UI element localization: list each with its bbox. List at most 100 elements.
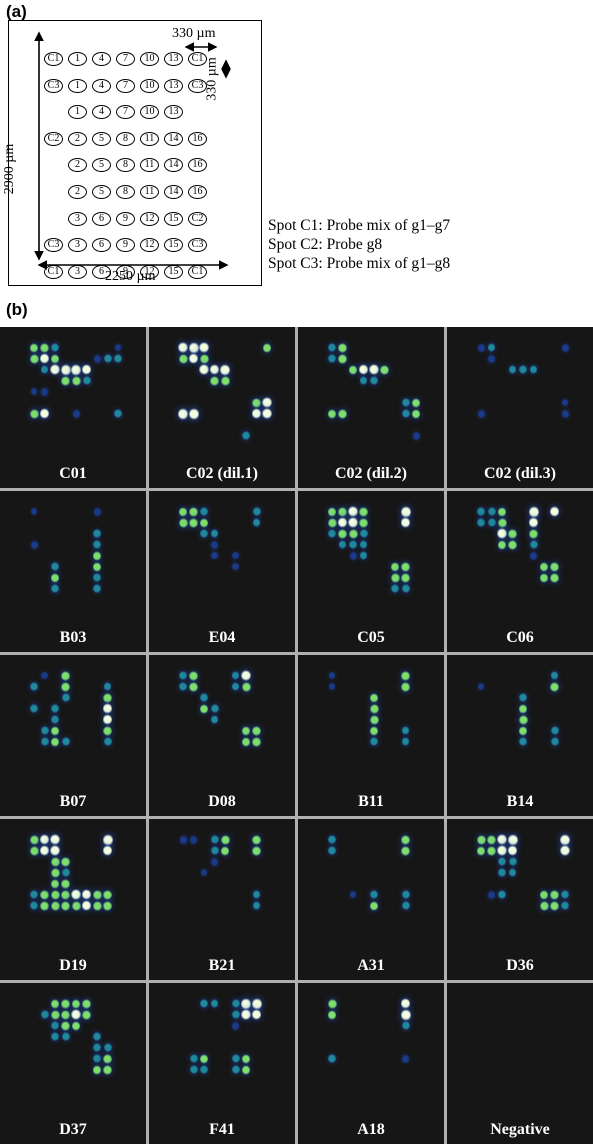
fluorescence-spot (401, 834, 410, 845)
fluorescence-spot (178, 353, 188, 364)
fluorescence-spot (327, 998, 337, 1009)
fluorescence-spot (251, 1009, 262, 1021)
fluorescence-spot (50, 353, 60, 364)
fluorescence-spot (40, 342, 49, 353)
microarray-image: B03 (0, 491, 146, 652)
fluorescence-spot (519, 365, 527, 375)
schematic-spot: 3 (68, 238, 87, 253)
fluorescence-spot (50, 834, 60, 846)
fluorescence-spot (40, 726, 49, 736)
schematic-spot: 4 (92, 105, 111, 120)
fluorescence-spot (252, 725, 261, 736)
schematic-spot: 2 (68, 131, 87, 146)
fluorescence-spot (210, 375, 219, 386)
fluorescence-spot (328, 343, 336, 353)
fluorescence-spot (50, 1009, 60, 1020)
fluorescence-spot (348, 528, 358, 539)
fluorescence-spot (40, 1010, 49, 1020)
fluorescence-spot (220, 834, 230, 845)
fluorescence-spot (476, 845, 486, 856)
spacing-h-label: 330 µm (172, 26, 216, 41)
fluorescence-spot (400, 506, 411, 518)
microarray-image: C01 (0, 327, 146, 488)
fluorescence-spot (189, 1065, 198, 1075)
fluorescence-spot (61, 737, 70, 747)
fluorescence-spot (92, 900, 102, 911)
fluorescence-spot (178, 517, 188, 528)
fluorescence-spot (487, 518, 496, 528)
fluorescence-spot (114, 343, 122, 352)
fluorescence-spot (401, 845, 410, 856)
fluorescence-spot (519, 693, 527, 703)
schematic-spot: 11 (140, 158, 159, 173)
fluorescence-spot (210, 715, 219, 724)
fluorescence-spot (29, 408, 39, 419)
legend-c3: Spot C3: Probe mix of g1–g8 (268, 255, 451, 272)
fluorescence-spot (328, 529, 336, 539)
fluorescence-spot (328, 354, 336, 364)
fluorescence-spot (561, 398, 569, 407)
fluorescence-spot (102, 714, 113, 726)
fluorescence-spot (402, 1054, 409, 1063)
fluorescence-spot (189, 681, 198, 692)
microarray-image: D08 (149, 655, 295, 816)
schematic-spot: C2 (44, 131, 63, 146)
fluorescence-spot (61, 1032, 70, 1042)
fluorescence-spot (262, 342, 272, 353)
schematic-spot: C1 (188, 52, 207, 66)
fluorescence-spot (102, 845, 113, 857)
fluorescence-spot (560, 845, 570, 857)
fluorescence-spot (61, 868, 70, 878)
fluorescence-spot (401, 572, 410, 583)
fluorescence-spot (200, 868, 208, 877)
fluorescence-spot (370, 376, 378, 386)
schematic-spot: 14 (164, 131, 183, 146)
fluorescence-spot (93, 529, 101, 538)
fluorescence-spot (529, 365, 538, 374)
fluorescence-spot (497, 517, 507, 528)
fluorescence-spot (114, 409, 122, 418)
fluorescence-spot (210, 846, 219, 856)
fluorescence-spot (477, 507, 485, 516)
fluorescence-spot (359, 540, 368, 549)
fluorescence-spot (369, 703, 379, 714)
fluorescence-spot (338, 506, 347, 517)
fluorescence-spot (114, 354, 122, 363)
fluorescence-spot (529, 540, 538, 550)
image-label: C02 (dil.1) (186, 465, 258, 482)
schematic-spot: 13 (164, 52, 183, 66)
fluorescence-spot (539, 572, 549, 583)
fluorescence-spot (560, 834, 570, 846)
fluorescence-spot (348, 364, 358, 375)
schematic-spot: 6 (92, 238, 111, 253)
schematic-spot: 8 (116, 158, 135, 173)
fluorescence-spot (200, 507, 208, 517)
fluorescence-spot (29, 342, 39, 353)
fluorescence-spot (51, 715, 59, 725)
fluorescence-spot (328, 1054, 336, 1063)
fluorescence-spot (391, 584, 399, 594)
fluorescence-spot (550, 889, 559, 900)
microarray-image: B07 (0, 655, 146, 816)
fluorescence-spot (231, 1065, 240, 1075)
fluorescence-spot (252, 845, 261, 856)
fluorescence-spot (359, 517, 368, 528)
image-label: D37 (59, 1121, 87, 1138)
fluorescence-spot (497, 506, 507, 517)
fluorescence-spot (390, 572, 400, 583)
schematic-spot: 8 (116, 185, 135, 199)
fluorescence-spot (72, 409, 80, 418)
fluorescence-spot (252, 507, 261, 517)
fluorescence-spot (40, 889, 49, 900)
fluorescence-spot (338, 342, 347, 353)
fluorescence-spot (71, 889, 81, 901)
dimension-arrows (34, 31, 231, 270)
fluorescence-spot (561, 901, 569, 911)
height-label: 2900 µm (2, 143, 18, 195)
image-label: C01 (59, 465, 87, 482)
schematic-spot: 16 (188, 131, 207, 146)
fluorescence-spot (210, 999, 219, 1008)
fluorescence-spot (400, 998, 411, 1010)
fluorescence-spot (400, 1009, 411, 1021)
fluorescence-spot (518, 714, 528, 725)
